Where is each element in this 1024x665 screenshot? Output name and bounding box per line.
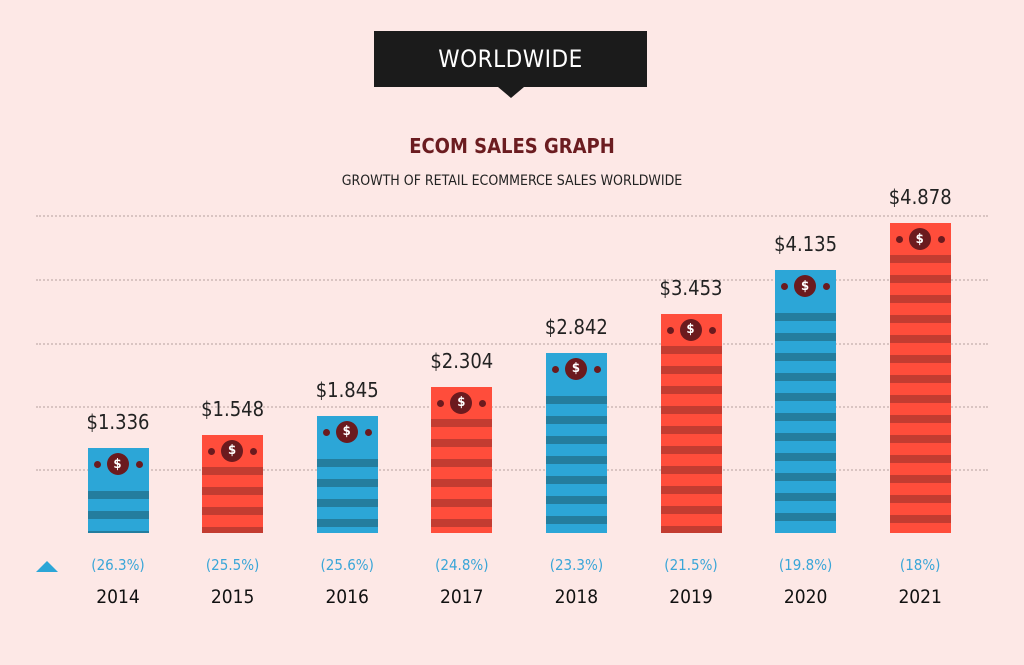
value-label: $4.135 — [774, 232, 838, 257]
dot-icon — [666, 326, 674, 334]
growth-label: (24.8%) — [435, 556, 489, 574]
bar-2020: $ — [775, 270, 837, 533]
dot-icon — [250, 447, 258, 455]
dollar-coin-icon: $ — [908, 228, 931, 251]
dot-icon — [823, 283, 831, 291]
growth-label: (25.6%) — [320, 556, 374, 574]
dollar-coin-icon: $ — [564, 357, 587, 380]
dot-icon — [93, 461, 101, 469]
dot-icon — [708, 326, 716, 334]
gridline — [36, 469, 988, 471]
gridline — [36, 343, 988, 345]
dot-icon — [437, 399, 445, 407]
dollar-coin-icon: $ — [450, 391, 473, 414]
dot-icon — [135, 461, 143, 469]
dollar-coin-icon: $ — [335, 420, 358, 443]
growth-label: (25.5%) — [205, 556, 260, 574]
year-label: 2021 — [898, 586, 942, 608]
value-label: $4.878 — [888, 185, 952, 210]
dot-icon — [322, 428, 330, 436]
bar-2018: $ — [545, 352, 607, 533]
dot-icon — [364, 428, 372, 436]
year-label: 2017 — [440, 586, 484, 608]
value-label: $1.845 — [315, 377, 379, 402]
bar-2015: $ — [202, 434, 264, 533]
value-label: $1.548 — [201, 396, 265, 421]
gridline — [36, 406, 988, 408]
gridline — [36, 279, 988, 281]
growth-label: (23.3%) — [549, 556, 604, 574]
chart-subtitle: GROWTH OF RETAIL ECOMMERCE SALES WORLDWI… — [341, 173, 683, 189]
growth-label: (18%) — [899, 556, 941, 574]
worldwide-badge: WORLDWIDE — [374, 31, 647, 98]
bar-2019: $ — [660, 313, 722, 533]
dot-icon — [479, 399, 487, 407]
value-label: $1.336 — [86, 410, 150, 435]
year-label: 2014 — [96, 586, 140, 608]
year-label: 2016 — [325, 586, 369, 608]
dollar-coin-icon: $ — [794, 275, 817, 298]
value-label: $2.842 — [544, 314, 608, 339]
triangle-up-icon — [36, 561, 58, 572]
bar-2021: $ — [889, 223, 951, 533]
year-label: 2020 — [783, 586, 828, 608]
value-label: $3.453 — [659, 275, 723, 300]
dollar-coin-icon: $ — [679, 318, 702, 341]
growth-label: (26.3%) — [91, 556, 145, 574]
dot-icon — [593, 365, 601, 373]
value-label: $2.304 — [430, 348, 494, 373]
dot-icon — [895, 236, 903, 244]
gridline — [36, 215, 988, 217]
year-label: 2018 — [554, 586, 599, 608]
bar-2016: $ — [316, 415, 378, 533]
bar-2017: $ — [431, 386, 493, 533]
dollar-coin-icon: $ — [106, 453, 129, 476]
chart-title: ECOM SALES GRAPH — [409, 134, 615, 158]
dot-icon — [551, 365, 559, 373]
dollar-coin-icon: $ — [221, 439, 244, 462]
dot-icon — [781, 283, 789, 291]
bar-2014: $ — [87, 448, 149, 533]
year-label: 2015 — [210, 586, 255, 608]
dot-icon — [208, 447, 216, 455]
growth-label: (21.5%) — [664, 556, 718, 574]
dot-icon — [937, 236, 945, 244]
growth-label: (19.8%) — [778, 556, 833, 574]
year-label: 2019 — [669, 586, 713, 608]
